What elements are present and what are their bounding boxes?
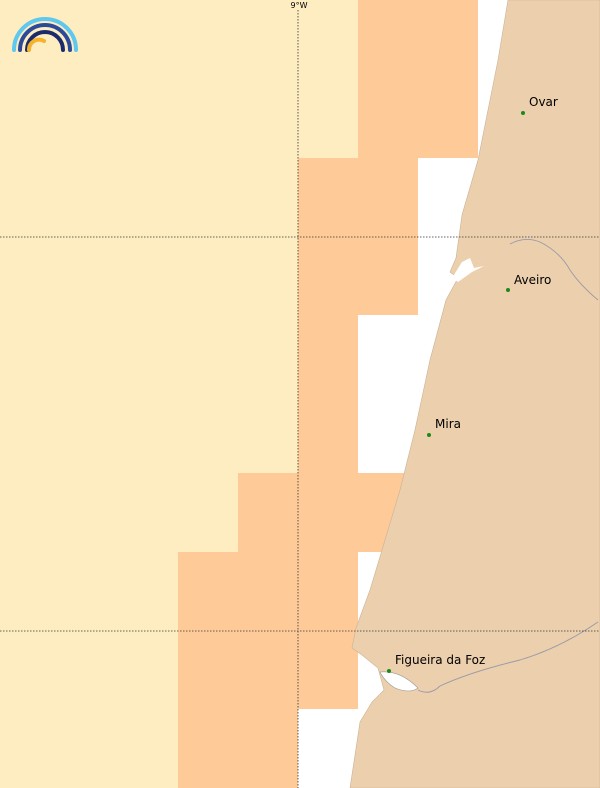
place-label: Mira bbox=[435, 417, 461, 431]
estuary bbox=[379, 671, 419, 692]
place-dot bbox=[506, 288, 510, 292]
rivers bbox=[417, 239, 599, 693]
place-label: Ovar bbox=[529, 95, 558, 109]
place-label: Figueira da Foz bbox=[395, 653, 485, 667]
lagoon bbox=[452, 258, 484, 282]
zone-medium bbox=[178, 0, 478, 788]
land bbox=[349, 0, 600, 788]
places: Ovar Aveiro Mira Figueira da Foz bbox=[387, 95, 558, 673]
place-dot bbox=[521, 111, 525, 115]
place-label: Aveiro bbox=[514, 273, 551, 287]
place-dot bbox=[427, 433, 431, 437]
place-dot bbox=[387, 669, 391, 673]
logo bbox=[12, 17, 78, 52]
grid-label: 9°W bbox=[291, 1, 308, 10]
